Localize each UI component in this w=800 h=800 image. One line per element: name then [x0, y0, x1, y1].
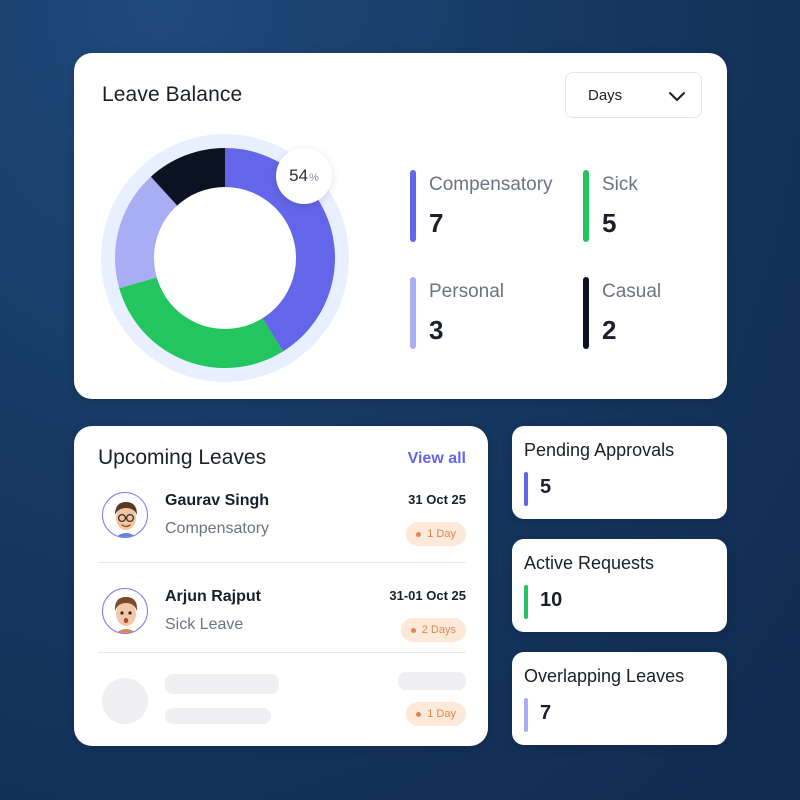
list-item-placeholder: 1 Day: [102, 670, 466, 750]
upcoming-leaves-card: Upcoming Leaves View all Gaurav Singh Co…: [74, 426, 488, 746]
duration-badge: 1 Day: [406, 522, 466, 546]
duration-badge: 2 Days: [400, 618, 466, 642]
upcoming-leaves-title: Upcoming Leaves: [98, 446, 267, 469]
percent-bubble: 54%: [276, 148, 332, 204]
view-all-link[interactable]: View all: [407, 450, 466, 467]
stat-label: Sick: [602, 174, 638, 195]
stat-label: Casual: [602, 281, 662, 302]
list-item[interactable]: Gaurav Singh Compensatory 31 Oct 25 1 Da…: [102, 484, 466, 564]
overlapping-leaves-value: 7: [540, 702, 552, 724]
stat-bar-sick: [583, 170, 589, 242]
unit-dropdown-value: Days: [588, 86, 623, 104]
stat-personal: Personal 3: [410, 277, 570, 349]
donut-hole: [154, 187, 296, 329]
skeleton-line: [165, 674, 279, 694]
leave-balance-title: Leave Balance: [102, 83, 243, 106]
dot-icon: [416, 531, 422, 537]
dot-icon: [410, 627, 416, 633]
skeleton-line: [398, 672, 466, 690]
stat-label: Compensatory: [429, 174, 553, 195]
stat-sick: Sick 5: [583, 170, 743, 242]
accent-bar: [524, 698, 528, 732]
overlapping-leaves-card[interactable]: Overlapping Leaves 7: [512, 652, 727, 745]
stat-compensatory: Compensatory 7: [410, 170, 570, 242]
dot-icon: [416, 711, 422, 717]
duration-label: 1 Day: [427, 708, 456, 720]
duration-label: 1 Day: [427, 528, 456, 540]
active-requests-card[interactable]: Active Requests 10: [512, 539, 727, 632]
unit-dropdown[interactable]: Days: [565, 72, 702, 118]
leave-type: Compensatory: [165, 520, 270, 537]
stat-label: Personal: [429, 281, 504, 302]
divider: [98, 652, 466, 653]
employee-name: Gaurav Singh: [165, 492, 270, 509]
active-requests-value: 10: [540, 589, 563, 611]
avatar-man-surprised-icon: [114, 597, 138, 633]
leave-type: Sick Leave: [165, 616, 244, 633]
leave-date: 31-01 Oct 25: [389, 588, 466, 603]
duration-label: 2 Days: [421, 624, 456, 636]
avatar: [102, 492, 148, 538]
accent-bar: [524, 585, 528, 619]
employee-name: Arjun Rajput: [165, 588, 261, 605]
divider: [98, 562, 466, 563]
skeleton-avatar: [102, 678, 148, 724]
accent-bar: [524, 472, 528, 506]
stat-value: 5: [602, 208, 617, 238]
stat-bar-personal: [410, 277, 416, 349]
duration-badge: 1 Day: [406, 702, 466, 726]
skeleton-line: [165, 708, 271, 724]
stat-bar-compensatory: [410, 170, 416, 242]
chevron-down-icon: [669, 92, 685, 101]
overlapping-leaves-title: Overlapping Leaves: [524, 666, 685, 686]
stat-value: 3: [429, 315, 444, 345]
avatar-man-glasses-icon: [115, 502, 137, 537]
percent-symbol: %: [309, 172, 319, 184]
leave-date: 31 Oct 25: [408, 492, 466, 507]
list-item[interactable]: Arjun Rajput Sick Leave 31-01 Oct 25 2 D…: [102, 580, 466, 660]
pending-approvals-card[interactable]: Pending Approvals 5: [512, 426, 727, 519]
pending-approvals-title: Pending Approvals: [524, 440, 675, 460]
stat-bar-casual: [583, 277, 589, 349]
stat-value: 2: [602, 315, 617, 345]
leave-balance-card: Leave Balance Days 54% Compensatory 7 Si…: [74, 53, 727, 399]
avatar: [102, 588, 148, 634]
percent-value: 54: [289, 166, 309, 185]
stat-value: 7: [429, 208, 444, 238]
active-requests-title: Active Requests: [524, 553, 655, 573]
pending-approvals-value: 5: [540, 476, 552, 498]
stat-casual: Casual 2: [583, 277, 743, 349]
